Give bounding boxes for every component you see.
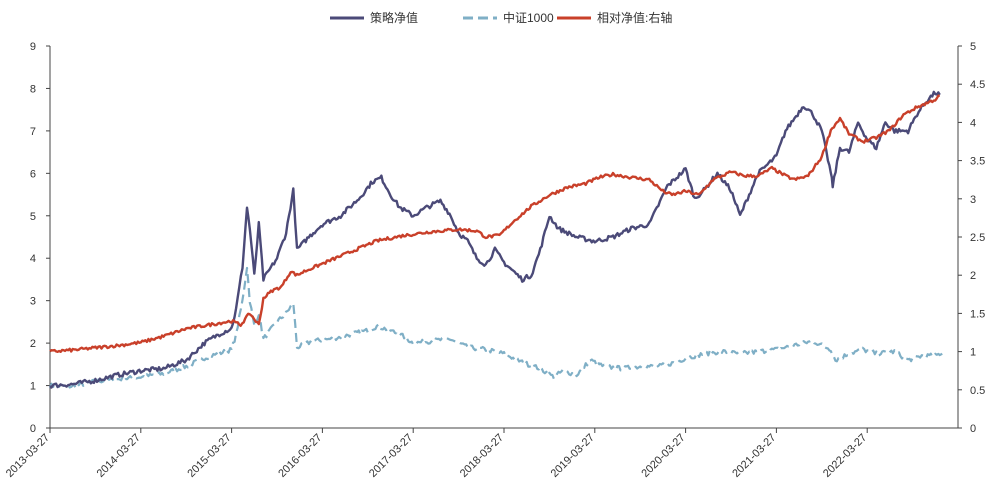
y-right-tick-label: 4 (970, 117, 976, 129)
y-left-tick-label: 4 (30, 253, 36, 265)
legend-label-0: 策略净值 (370, 10, 418, 25)
x-tick-label: 2017-03-27 (367, 432, 415, 480)
legend: 策略净值 中证1000 相对净值:右轴 (330, 10, 672, 25)
x-tick-label: 2021-03-27 (730, 432, 778, 480)
y-right-tick-label: 1 (970, 347, 976, 359)
x-tick-label: 2022-03-27 (821, 432, 869, 480)
series-line-2 (49, 94, 940, 353)
series-line-0 (49, 90, 941, 389)
x-tick-label: 2014-03-27 (95, 432, 143, 480)
y-left-tick-label: 0 (30, 423, 36, 435)
x-tick-label: 2016-03-27 (276, 432, 324, 480)
x-tick-label: 2019-03-27 (549, 432, 597, 480)
y-left-tick-label: 5 (30, 211, 36, 223)
y-right-tick-label: 2 (970, 270, 976, 282)
y-right-tick-label: 0.5 (970, 385, 985, 397)
y-left-tick-label: 6 (30, 168, 36, 180)
y-left-tick-label: 7 (30, 126, 36, 138)
axes: 0 1 2 3 4 5 6 7 8 9 0 0.5 1 1.5 2 2.5 3 3.5 4 4.5 5 2013-03-2… (4, 41, 985, 480)
y-right-tick-label: 2.5 (970, 232, 985, 244)
y-left-tick-label: 3 (30, 296, 36, 308)
x-tick-label: 2018-03-27 (458, 432, 506, 480)
y-left-tick-label: 1 (30, 381, 36, 393)
series-layer (48, 90, 946, 389)
y-right-tick-label: 4.5 (970, 79, 985, 91)
x-tick-label: 2013-03-27 (4, 432, 52, 480)
y-right-tick-label: 5 (970, 41, 976, 53)
y-right-tick-label: 1.5 (970, 308, 985, 320)
x-tick-label: 2015-03-27 (185, 432, 233, 480)
series-line-1 (48, 266, 946, 389)
legend-label-2: 相对净值:右轴 (597, 10, 672, 25)
legend-label-1: 中证1000 (503, 10, 554, 25)
y-right-tick-label: 3 (970, 194, 976, 206)
x-tick-label: 2020-03-27 (639, 432, 687, 480)
y-right-tick-label: 3.5 (970, 156, 985, 168)
y-right-tick-label: 0 (970, 423, 976, 435)
y-left-tick-label: 8 (30, 83, 36, 95)
y-left-tick-label: 9 (30, 41, 36, 53)
y-left-tick-label: 2 (30, 338, 36, 350)
